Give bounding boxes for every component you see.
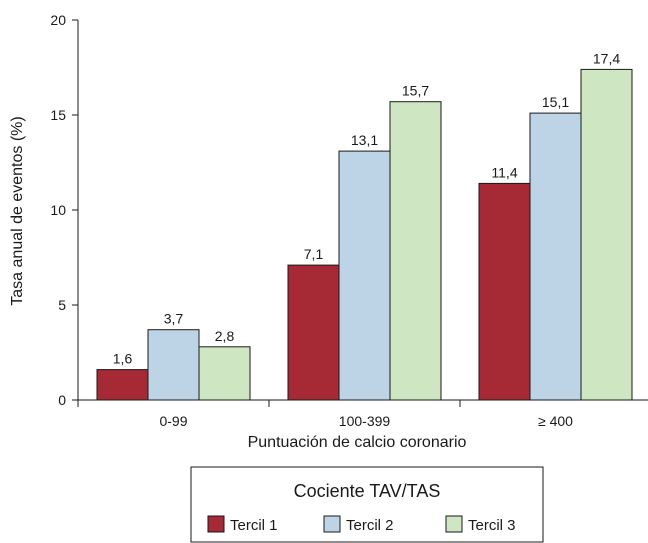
bar: [478, 182, 531, 401]
y-tick-label: 20: [50, 12, 66, 28]
bar: [580, 68, 633, 401]
axes: 0 5 10 15 20 0-99 100-399 ≥ 400: [50, 12, 648, 429]
legend-label: Tercil 3: [468, 517, 516, 534]
legend: Cociente TAV/TAS Tercil 1 Tercil 2 Tercil …: [190, 466, 544, 543]
bar: [287, 264, 340, 401]
bar-value-label: 11,4: [491, 164, 517, 180]
y-tick-label: 15: [50, 107, 66, 123]
bar-value-label: 7,1: [304, 246, 324, 262]
y-tick-label: 5: [58, 297, 66, 313]
x-category-label: 0-99: [159, 413, 187, 429]
legend-title: Cociente TAV/TAS: [294, 481, 441, 501]
legend-swatch: [323, 515, 341, 533]
bar: [389, 101, 442, 401]
y-tick-label: 0: [58, 392, 66, 408]
y-tick-label: 10: [50, 202, 66, 218]
plot-area: 1,6 3,7 2,8 7,1 13,1 15,7 11,4 15,1 17,4: [96, 50, 633, 401]
legend-label: Tercil 1: [230, 517, 278, 534]
y-axis-title: Tasa anual de eventos (%): [9, 116, 26, 305]
x-axis-title: Puntuación de calcio coronario: [248, 434, 467, 451]
bar-value-label: 3,7: [164, 311, 184, 327]
legend-swatch: [445, 515, 463, 533]
bar-value-label: 15,7: [402, 83, 429, 99]
x-category-label: 100-399: [339, 413, 391, 429]
bar-value-label: 2,8: [215, 328, 235, 344]
legend-swatch: [207, 515, 225, 533]
bar-value-label: 15,1: [542, 94, 569, 110]
bar-value-label: 17,4: [593, 50, 620, 66]
bar: [96, 369, 149, 401]
bar-value-label: 1,6: [113, 351, 133, 367]
x-category-label: ≥ 400: [538, 413, 573, 429]
bar: [529, 112, 582, 401]
legend-label: Tercil 2: [346, 517, 394, 534]
bar: [147, 329, 200, 401]
bar: [198, 346, 251, 401]
bar: [338, 150, 391, 401]
bar-value-label: 13,1: [351, 132, 378, 148]
legend-box: [190, 466, 544, 543]
